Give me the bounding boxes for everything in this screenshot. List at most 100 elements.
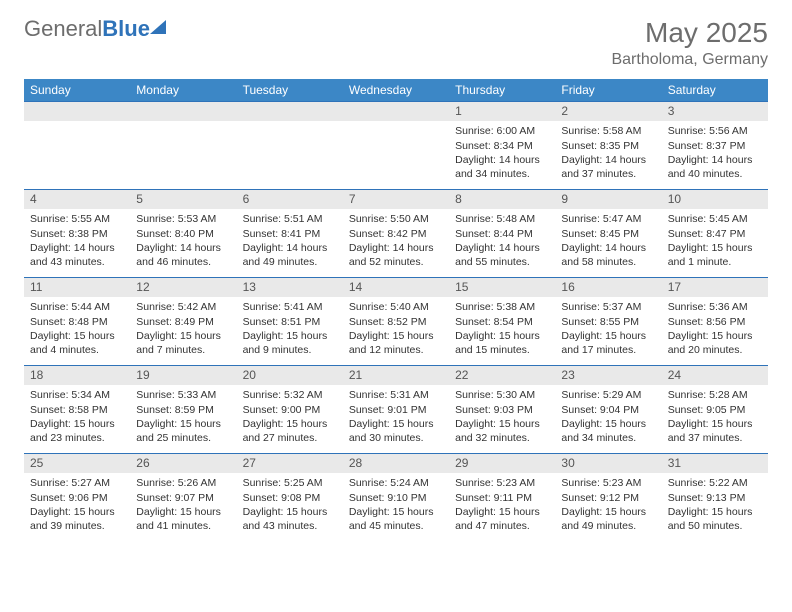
calendar-cell: 28Sunrise: 5:24 AMSunset: 9:10 PMDayligh… [343,453,449,541]
day-number: 13 [237,278,343,298]
day-number [130,102,236,122]
day-number: 19 [130,366,236,386]
calendar-cell [24,101,130,189]
calendar-cell: 24Sunrise: 5:28 AMSunset: 9:05 PMDayligh… [662,365,768,453]
day-info: Sunrise: 5:48 AMSunset: 8:44 PMDaylight:… [449,209,555,273]
day-info: Sunrise: 5:36 AMSunset: 8:56 PMDaylight:… [662,297,768,361]
day-number: 26 [130,454,236,474]
calendar-cell [343,101,449,189]
day-info: Sunrise: 5:51 AMSunset: 8:41 PMDaylight:… [237,209,343,273]
day-number: 20 [237,366,343,386]
day-info: Sunrise: 5:45 AMSunset: 8:47 PMDaylight:… [662,209,768,273]
day-number: 1 [449,102,555,122]
day-number: 25 [24,454,130,474]
day-info: Sunrise: 5:38 AMSunset: 8:54 PMDaylight:… [449,297,555,361]
brand-part1: General [24,16,102,41]
day-number: 15 [449,278,555,298]
day-info: Sunrise: 5:22 AMSunset: 9:13 PMDaylight:… [662,473,768,537]
day-info: Sunrise: 5:25 AMSunset: 9:08 PMDaylight:… [237,473,343,537]
calendar-cell: 27Sunrise: 5:25 AMSunset: 9:08 PMDayligh… [237,453,343,541]
day-info: Sunrise: 5:26 AMSunset: 9:07 PMDaylight:… [130,473,236,537]
calendar-cell: 14Sunrise: 5:40 AMSunset: 8:52 PMDayligh… [343,277,449,365]
day-info: Sunrise: 5:23 AMSunset: 9:12 PMDaylight:… [555,473,661,537]
weekday-header: Saturday [662,79,768,102]
calendar-cell: 4Sunrise: 5:55 AMSunset: 8:38 PMDaylight… [24,189,130,277]
calendar-cell: 29Sunrise: 5:23 AMSunset: 9:11 PMDayligh… [449,453,555,541]
weekday-header: Tuesday [237,79,343,102]
calendar-cell: 6Sunrise: 5:51 AMSunset: 8:41 PMDaylight… [237,189,343,277]
day-info: Sunrise: 5:28 AMSunset: 9:05 PMDaylight:… [662,385,768,449]
day-info: Sunrise: 5:33 AMSunset: 8:59 PMDaylight:… [130,385,236,449]
sail-icon [150,20,166,34]
day-number: 8 [449,190,555,210]
calendar-row: 4Sunrise: 5:55 AMSunset: 8:38 PMDaylight… [24,189,768,277]
day-info: Sunrise: 5:37 AMSunset: 8:55 PMDaylight:… [555,297,661,361]
calendar-cell: 3Sunrise: 5:56 AMSunset: 8:37 PMDaylight… [662,101,768,189]
day-info: Sunrise: 5:32 AMSunset: 9:00 PMDaylight:… [237,385,343,449]
calendar-cell: 22Sunrise: 5:30 AMSunset: 9:03 PMDayligh… [449,365,555,453]
day-number: 12 [130,278,236,298]
day-number: 11 [24,278,130,298]
day-number: 21 [343,366,449,386]
day-info: Sunrise: 5:58 AMSunset: 8:35 PMDaylight:… [555,121,661,185]
day-number: 31 [662,454,768,474]
day-number: 22 [449,366,555,386]
calendar-cell: 31Sunrise: 5:22 AMSunset: 9:13 PMDayligh… [662,453,768,541]
day-number: 23 [555,366,661,386]
calendar-cell: 18Sunrise: 5:34 AMSunset: 8:58 PMDayligh… [24,365,130,453]
day-number: 17 [662,278,768,298]
day-info: Sunrise: 5:27 AMSunset: 9:06 PMDaylight:… [24,473,130,537]
calendar-cell: 12Sunrise: 5:42 AMSunset: 8:49 PMDayligh… [130,277,236,365]
month-title: May 2025 [611,18,768,49]
calendar-body: 1Sunrise: 6:00 AMSunset: 8:34 PMDaylight… [24,101,768,541]
day-number: 6 [237,190,343,210]
calendar-cell: 13Sunrise: 5:41 AMSunset: 8:51 PMDayligh… [237,277,343,365]
calendar-cell: 2Sunrise: 5:58 AMSunset: 8:35 PMDaylight… [555,101,661,189]
day-number: 7 [343,190,449,210]
day-info: Sunrise: 5:29 AMSunset: 9:04 PMDaylight:… [555,385,661,449]
day-number: 29 [449,454,555,474]
weekday-header: Wednesday [343,79,449,102]
day-number: 28 [343,454,449,474]
brand-text: GeneralBlue [24,18,150,40]
calendar-cell: 5Sunrise: 5:53 AMSunset: 8:40 PMDaylight… [130,189,236,277]
day-number: 18 [24,366,130,386]
calendar-cell: 20Sunrise: 5:32 AMSunset: 9:00 PMDayligh… [237,365,343,453]
day-info: Sunrise: 5:23 AMSunset: 9:11 PMDaylight:… [449,473,555,537]
day-number: 10 [662,190,768,210]
day-info: Sunrise: 5:41 AMSunset: 8:51 PMDaylight:… [237,297,343,361]
calendar-cell: 26Sunrise: 5:26 AMSunset: 9:07 PMDayligh… [130,453,236,541]
calendar-cell: 25Sunrise: 5:27 AMSunset: 9:06 PMDayligh… [24,453,130,541]
calendar-cell: 15Sunrise: 5:38 AMSunset: 8:54 PMDayligh… [449,277,555,365]
weekday-header: Sunday [24,79,130,102]
day-number: 24 [662,366,768,386]
day-number: 3 [662,102,768,122]
calendar-cell: 17Sunrise: 5:36 AMSunset: 8:56 PMDayligh… [662,277,768,365]
calendar-row: 1Sunrise: 6:00 AMSunset: 8:34 PMDaylight… [24,101,768,189]
calendar-cell: 19Sunrise: 5:33 AMSunset: 8:59 PMDayligh… [130,365,236,453]
brand-part2: Blue [102,16,150,41]
calendar-cell: 11Sunrise: 5:44 AMSunset: 8:48 PMDayligh… [24,277,130,365]
weekday-header-row: SundayMondayTuesdayWednesdayThursdayFrid… [24,79,768,102]
day-info: Sunrise: 5:47 AMSunset: 8:45 PMDaylight:… [555,209,661,273]
location-label: Bartholoma, Germany [611,51,768,69]
day-info: Sunrise: 5:55 AMSunset: 8:38 PMDaylight:… [24,209,130,273]
day-info: Sunrise: 5:53 AMSunset: 8:40 PMDaylight:… [130,209,236,273]
calendar-cell: 23Sunrise: 5:29 AMSunset: 9:04 PMDayligh… [555,365,661,453]
day-number: 30 [555,454,661,474]
calendar-cell: 1Sunrise: 6:00 AMSunset: 8:34 PMDaylight… [449,101,555,189]
day-info: Sunrise: 5:40 AMSunset: 8:52 PMDaylight:… [343,297,449,361]
weekday-header: Thursday [449,79,555,102]
day-number: 2 [555,102,661,122]
calendar-row: 18Sunrise: 5:34 AMSunset: 8:58 PMDayligh… [24,365,768,453]
calendar-row: 11Sunrise: 5:44 AMSunset: 8:48 PMDayligh… [24,277,768,365]
calendar-row: 25Sunrise: 5:27 AMSunset: 9:06 PMDayligh… [24,453,768,541]
day-info: Sunrise: 5:44 AMSunset: 8:48 PMDaylight:… [24,297,130,361]
day-number [237,102,343,122]
calendar-cell: 7Sunrise: 5:50 AMSunset: 8:42 PMDaylight… [343,189,449,277]
brand-logo: GeneralBlue [24,18,166,40]
calendar-cell: 21Sunrise: 5:31 AMSunset: 9:01 PMDayligh… [343,365,449,453]
day-number: 4 [24,190,130,210]
calendar-cell [130,101,236,189]
calendar-cell: 10Sunrise: 5:45 AMSunset: 8:47 PMDayligh… [662,189,768,277]
